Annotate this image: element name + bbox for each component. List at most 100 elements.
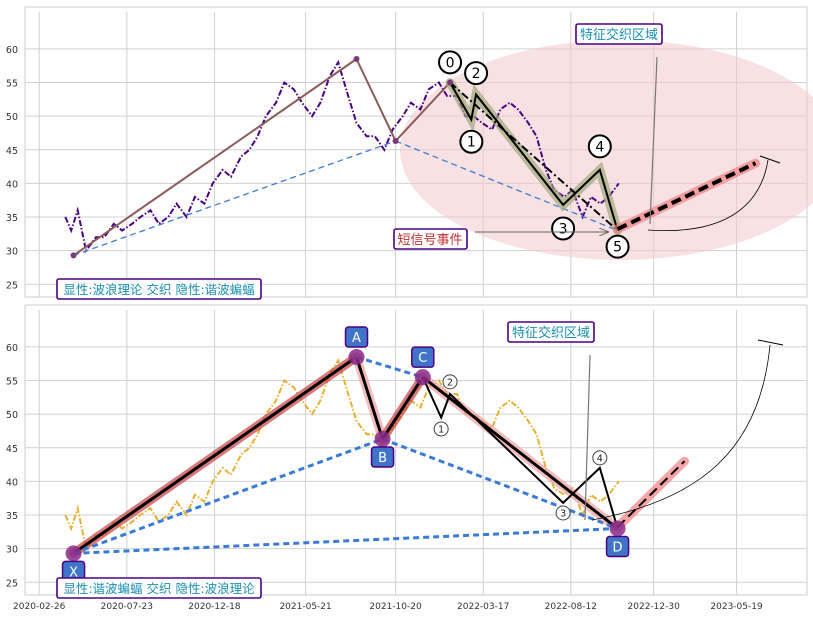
trend-up-2 — [394, 81, 451, 142]
y-tick-label: 40 — [6, 179, 18, 190]
top-price-series — [64, 59, 620, 254]
x-tick-label: 2021-05-21 — [279, 602, 331, 612]
forecast-line — [616, 161, 757, 231]
harmonic-point-badge — [605, 535, 630, 558]
y-tick-label: 30 — [6, 545, 18, 556]
bottom-legend-box: 显性:谐波蝙蝠 交织 隐性:波浪理论 — [56, 577, 262, 599]
x-d — [73, 527, 618, 555]
harmonic-point-badge — [370, 446, 395, 468]
bottom-legend-text: 显性:谐波蝙蝠 交织 隐性:波浪理论 — [63, 581, 255, 596]
top-chart-panel: 25 30 35 40 45 50 55 60 0 1 2 3 45 特征交织区域 短信号事件 显性:… — [6, 6, 813, 300]
y-tick-label: 55 — [6, 377, 18, 388]
y-tick-label: 50 — [6, 112, 18, 123]
signal-label: 短信号事件 — [397, 233, 462, 248]
wave-label-0: 0 — [446, 55, 455, 71]
top-legend-box: 显性:波浪理论 交织 隐性:谐波蝙蝠 — [56, 278, 262, 300]
price-line — [64, 59, 620, 254]
wave-label-2: 2 — [472, 66, 481, 82]
harmonic-point-D: D — [613, 540, 623, 555]
forecast-end-cap-2 — [757, 339, 784, 346]
y-tick-label: 45 — [6, 444, 18, 455]
wave-label-3: 3 — [560, 509, 566, 520]
trend-up — [72, 58, 358, 257]
y-tick-label: 25 — [6, 280, 18, 291]
harmonic-point-dot — [374, 431, 391, 448]
harmonic-point-X: X — [69, 565, 78, 580]
wave-channel — [449, 81, 619, 232]
top-legend-text: 显性:波浪理论 交织 隐性:谐波蝙蝠 — [63, 282, 254, 297]
forecast-line — [616, 460, 686, 528]
wave-label-4: 4 — [597, 453, 603, 464]
b-d — [382, 437, 619, 530]
wave-label-circle — [464, 61, 489, 86]
x-tick-label: 2022-03-17 — [457, 602, 509, 612]
y-tick-label: 45 — [6, 146, 18, 157]
top-y-axis: 25 30 35 40 45 50 55 60 — [6, 45, 18, 291]
wave-overlay — [421, 376, 619, 529]
x-tick-label: 2021-10-20 — [369, 602, 422, 612]
wave-label-circle — [459, 129, 484, 154]
x-tick-label: 2023-05-19 — [710, 602, 763, 612]
pivot-dot — [447, 79, 454, 86]
wave-label-1: 1 — [438, 424, 444, 435]
forecast-arc — [647, 159, 769, 232]
harmonic-point-dot — [65, 545, 82, 562]
wave-label-5: 5 — [613, 240, 622, 256]
y-tick-label: 35 — [6, 213, 18, 224]
price-line — [64, 357, 620, 551]
x-tick-label: 2020-07-23 — [101, 602, 153, 612]
signal-label-box: 短信号事件 — [393, 228, 468, 250]
harmonic-point-badge — [344, 326, 369, 348]
harmonic-point-B: B — [378, 451, 387, 466]
harmonic-point-badge — [411, 346, 435, 368]
y-tick-label: 30 — [6, 247, 18, 258]
harmonic-point-dot — [609, 520, 626, 537]
x-tick-label: 2020-02-26 — [13, 602, 66, 612]
y-tick-label: 60 — [6, 343, 18, 354]
bottom-price-series — [64, 357, 620, 551]
y-tick-label: 55 — [6, 79, 18, 90]
harmonic-point-dot — [348, 348, 365, 365]
wave-label-circle — [551, 216, 576, 241]
region-label-box: 特征交织区域 — [575, 23, 663, 45]
wave-label-circle — [433, 421, 449, 437]
y-tick-label: 50 — [6, 410, 18, 421]
leg-xa — [72, 355, 358, 555]
pivot-dot — [353, 55, 360, 62]
x-b — [72, 437, 384, 555]
forecast-end-cap — [759, 155, 781, 164]
x-axis: 2020-02-26 2020-07-23 2020-12-18 2021-05-21… — [13, 602, 763, 612]
y-tick-label: 25 — [6, 578, 18, 589]
wave-label-circle — [438, 50, 463, 75]
wave-label-circle — [587, 134, 612, 159]
x-tick-label: 2022-08-12 — [545, 602, 597, 612]
harmonic-point-dot — [414, 369, 431, 386]
wave-label-circle — [442, 374, 458, 390]
trend-down — [355, 58, 397, 142]
pivot-dot — [392, 138, 399, 145]
support-line — [73, 140, 396, 257]
region-pointer-line-2 — [584, 354, 591, 521]
wave-label-1: 1 — [467, 135, 476, 151]
y-tick-label: 35 — [6, 511, 18, 522]
bottom-harmonic-markers: 1 2 3 4 X A B C D — [61, 326, 630, 583]
y-tick-label: 40 — [6, 477, 18, 488]
a-c — [356, 355, 424, 379]
wave-label-2: 2 — [447, 377, 453, 388]
wave-label-circle — [592, 450, 608, 466]
harmonic-point-A: A — [352, 331, 361, 346]
leg-ab — [355, 356, 385, 440]
leg-bc — [381, 376, 425, 440]
x-tick-label: 2020-12-18 — [188, 602, 241, 612]
wave-label-circle — [605, 234, 630, 259]
region-label-box-2: 特征交织区域 — [507, 321, 595, 343]
y-tick-label: 60 — [6, 45, 18, 56]
wave-label-3: 3 — [559, 221, 568, 237]
harmonic-point-C: C — [418, 351, 427, 366]
forecast-arc-2 — [591, 344, 771, 521]
pivot-dot — [70, 252, 77, 259]
bottom-y-axis: 25 30 35 40 45 50 55 60 — [6, 343, 18, 589]
region-pointer-line — [649, 56, 658, 225]
